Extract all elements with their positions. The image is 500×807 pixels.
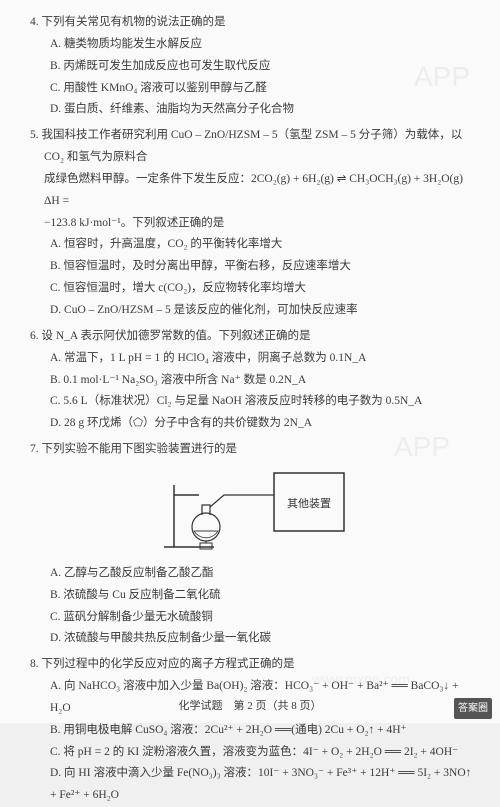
q5-opt-c: C. 恒容恒温时，增大 c(CO₂)，反应物转化率均增大 [30, 278, 478, 300]
q4-opt-d: D. 蛋白质、纤维素、油脂均为天然高分子化合物 [30, 99, 478, 121]
q7-opt-b: B. 浓硫酸与 Cu 反应制备二氧化硫 [30, 585, 478, 607]
q7-opt-c: C. 蓝矾分解制备少量无水硫酸铜 [30, 607, 478, 629]
q4-opt-c: C. 用酸性 KMnO₄ 溶液可以鉴别甲醇与乙醛 [30, 78, 478, 100]
q6-opt-d: D. 28 g 环戊烯（⬠）分子中含有的共价键数为 2N_A [30, 413, 478, 435]
question-5: 5. 我国科技工作者研究利用 CuO – ZnO/HZSM – 5（氢型 ZSM… [30, 125, 478, 322]
apparatus-diagram: 其他装置 [144, 465, 364, 555]
exam-page: APP APP www.mxqe.com 4. 下列有关常见有机物的说法正确的是… [0, 0, 500, 723]
q7-opt-a: A. 乙醇与乙酸反应制备乙酸乙酯 [30, 563, 478, 585]
q7-stem: 7. 下列实验不能用下图实验装置进行的是 [30, 439, 478, 461]
q6-opt-c: C. 5.6 L（标准状况）Cl₂ 与足量 NaOH 溶液反应时转移的电子数为 … [30, 391, 478, 413]
page-footer: 化学试题 第 2 页（共 8 页） [0, 696, 500, 717]
q8-opt-d: D. 向 HI 溶液中滴入少量 Fe(NO₃)₃ 溶液：10I⁻ + 3NO₃⁻… [30, 763, 478, 807]
q5-stem-1: 5. 我国科技工作者研究利用 CuO – ZnO/HZSM – 5（氢型 ZSM… [30, 125, 478, 169]
q4-stem: 4. 下列有关常见有机物的说法正确的是 [30, 12, 478, 34]
diagram-box-label: 其他装置 [287, 497, 331, 510]
q5-stem-2: 成绿色燃料甲醇。一定条件下发生反应：2CO₂(g) + 6H₂(g) ⇌ CH₃… [30, 169, 478, 213]
q5-opt-a: A. 恒容时，升高温度，CO₂ 的平衡转化率增大 [30, 234, 478, 256]
q6-opt-a: A. 常温下，1 L pH = 1 的 HClO₄ 溶液中，阴离子总数为 0.1… [30, 348, 478, 370]
q4-opt-a: A. 糖类物质均能发生水解反应 [30, 34, 478, 56]
question-6: 6. 设 N_A 表示阿伏加德罗常数的值。下列叙述正确的是 A. 常温下，1 L… [30, 326, 478, 435]
q7-opt-d: D. 浓硫酸与甲酸共热反应制备少量一氧化碳 [30, 628, 478, 650]
question-8: 8. 下列过程中的化学反应对应的离子方程式正确的是 A. 向 NaHCO₃ 溶液… [30, 654, 478, 807]
q8-stem: 8. 下列过程中的化学反应对应的离子方程式正确的是 [30, 654, 478, 676]
q6-opt-b: B. 0.1 mol·L⁻¹ Na₂SO₃ 溶液中所含 Na⁺ 数是 0.2N_… [30, 370, 478, 392]
q8-opt-c: C. 将 pH = 2 的 KI 淀粉溶液久置，溶液变为蓝色：4I⁻ + O₂ … [30, 742, 478, 764]
q5-stem-3: −123.8 kJ·mol⁻¹。下列叙述正确的是 [30, 213, 478, 235]
q4-opt-b: B. 丙烯既可发生加成反应也可发生取代反应 [30, 56, 478, 78]
q6-stem: 6. 设 N_A 表示阿伏加德罗常数的值。下列叙述正确的是 [30, 326, 478, 348]
question-4: 4. 下列有关常见有机物的说法正确的是 A. 糖类物质均能发生水解反应 B. 丙… [30, 12, 478, 121]
watermark-badge: 答案圈 [454, 698, 492, 719]
q5-opt-b: B. 恒容恒温时，及时分离出甲醇，平衡右移，反应速率增大 [30, 256, 478, 278]
question-7: 7. 下列实验不能用下图实验装置进行的是 其他装置 A. 乙醇与乙酸反应制备乙酸… [30, 439, 478, 650]
q5-opt-d: D. CuO – ZnO/HZSM – 5 是该反应的催化剂，可加快反应速率 [30, 300, 478, 322]
q8-opt-b: B. 用铜电极电解 CuSO₄ 溶液：2Cu²⁺ + 2H₂O ══(通电) 2… [30, 720, 478, 742]
